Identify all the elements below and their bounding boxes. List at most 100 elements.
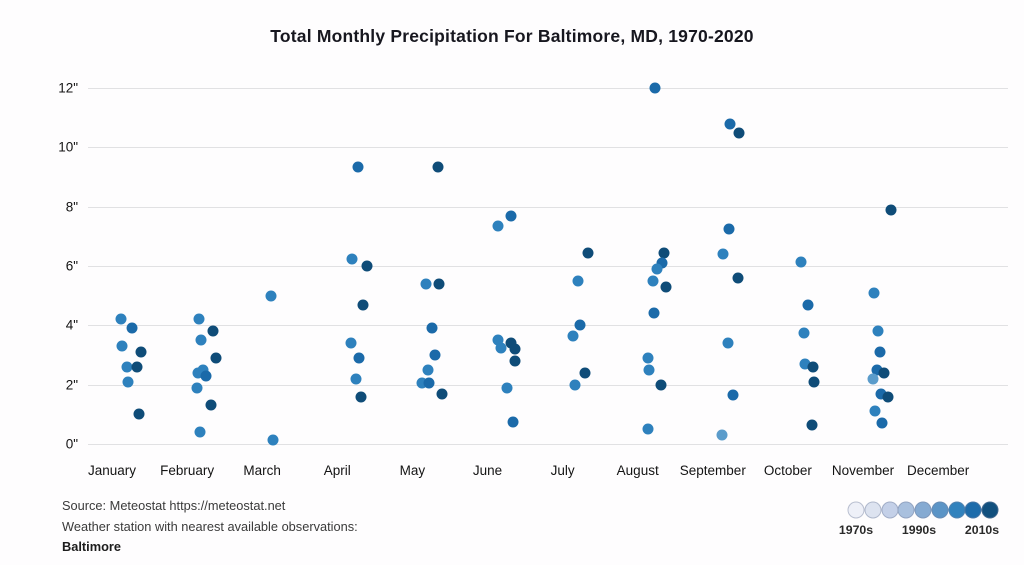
data-point	[433, 278, 445, 290]
data-point	[195, 334, 207, 346]
y-tick-label: 4"	[65, 317, 78, 333]
data-point	[135, 346, 147, 358]
data-point	[507, 416, 518, 428]
data-point	[656, 257, 668, 269]
data-point	[648, 307, 660, 319]
x-tick-label: December	[906, 463, 970, 478]
data-point	[492, 334, 503, 346]
data-point	[194, 426, 206, 438]
x-tick-label: August	[616, 463, 659, 478]
data-point	[867, 373, 879, 385]
data-point	[875, 388, 887, 400]
x-tick-label: April	[323, 463, 351, 478]
legend-decade-label: 1970s	[838, 523, 874, 537]
x-tick-label: January	[87, 463, 137, 478]
data-point	[355, 391, 367, 403]
data-point	[868, 287, 880, 299]
data-point	[882, 391, 894, 403]
legend-decade-label: 2010s	[964, 523, 1000, 537]
data-point	[191, 382, 203, 394]
data-point	[133, 408, 145, 420]
data-point	[569, 379, 581, 391]
data-point	[871, 364, 883, 376]
source-note: Source: Meteostat https://meteostat.net …	[62, 496, 358, 558]
data-point	[432, 161, 444, 173]
data-point	[727, 389, 739, 401]
data-point	[267, 434, 279, 446]
legend-gradient-circle	[847, 501, 865, 519]
y-gridline	[88, 444, 1008, 445]
data-point	[357, 299, 369, 311]
data-point	[346, 253, 358, 265]
y-tick-label: 0"	[65, 436, 78, 452]
data-point	[876, 417, 888, 429]
data-point	[660, 281, 672, 293]
data-point	[807, 361, 819, 373]
data-point	[733, 127, 745, 138]
data-point	[422, 364, 434, 376]
y-gridline	[88, 384, 1008, 386]
x-tick-label: March	[243, 463, 281, 478]
data-point	[642, 352, 654, 364]
data-point	[210, 352, 222, 364]
data-point	[126, 322, 138, 334]
x-tick-label: June	[472, 463, 503, 478]
data-point	[806, 419, 818, 431]
y-tick-label: 6"	[65, 258, 78, 274]
data-point	[723, 223, 735, 235]
data-point	[492, 220, 503, 232]
legend-gradient-circle	[897, 501, 915, 519]
data-point	[567, 330, 579, 342]
data-point	[651, 263, 663, 275]
y-gridline	[88, 266, 1008, 267]
data-point	[885, 204, 897, 216]
data-point	[658, 247, 670, 259]
legend-gradient-circle	[931, 501, 949, 519]
data-point	[200, 370, 212, 382]
data-point	[501, 382, 512, 394]
data-point	[643, 364, 655, 376]
y-gridline	[88, 206, 1008, 208]
legend-gradient-circle	[881, 501, 898, 519]
data-point	[802, 299, 814, 311]
data-point	[572, 275, 584, 287]
data-point	[193, 313, 205, 325]
data-point	[795, 256, 807, 268]
data-point	[205, 399, 217, 411]
data-point	[716, 429, 728, 441]
x-tick-label: July	[550, 463, 575, 478]
data-point	[350, 373, 362, 385]
y-gridline	[88, 325, 1008, 327]
data-point	[655, 379, 667, 391]
y-gridline	[88, 147, 1008, 149]
data-point	[420, 278, 432, 290]
source-line: Source: Meteostat https://meteostat.net	[62, 498, 286, 513]
legend-gradient-circle	[948, 501, 965, 519]
data-point	[874, 346, 886, 358]
data-point	[429, 349, 441, 361]
data-point	[582, 247, 594, 259]
x-tick-label: May	[399, 463, 426, 478]
chart-title: Total Monthly Precipitation For Baltimor…	[270, 26, 754, 46]
y-tick-label: 10"	[58, 139, 78, 155]
y-tick-label: 2"	[65, 377, 78, 393]
data-point	[121, 361, 133, 373]
station-name: Baltimore	[62, 539, 122, 554]
data-point	[642, 423, 654, 435]
data-point	[717, 248, 729, 260]
data-point	[649, 82, 661, 94]
data-point	[579, 367, 591, 379]
x-tick-label: February	[160, 463, 215, 478]
data-point	[722, 337, 734, 349]
y-tick-label: 12"	[58, 80, 78, 96]
x-tick-label: September	[679, 463, 746, 478]
data-point	[724, 118, 736, 130]
legend-decade-label: 1990s	[901, 523, 937, 537]
station-line: Weather station with nearest available o…	[62, 518, 358, 534]
data-point	[352, 161, 364, 173]
data-point	[207, 325, 219, 337]
y-gridline	[88, 88, 1008, 89]
x-tick-label: October	[763, 463, 812, 478]
